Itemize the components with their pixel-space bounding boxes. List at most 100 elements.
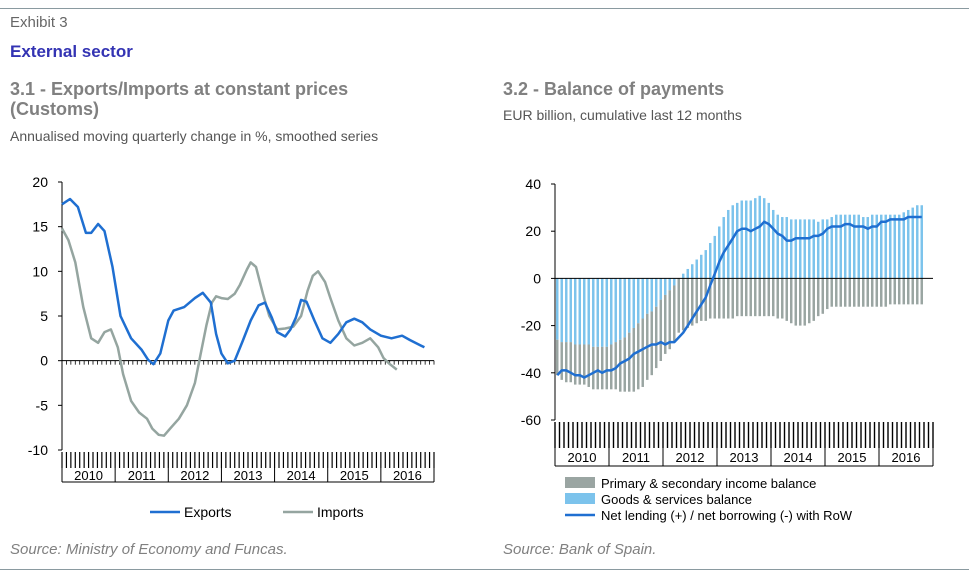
goods-bar bbox=[735, 202, 739, 279]
goods-bar bbox=[686, 268, 690, 279]
income-bar bbox=[605, 346, 609, 390]
goods-bar bbox=[911, 207, 914, 279]
income-bar bbox=[857, 278, 860, 307]
goods-bar bbox=[668, 278, 671, 291]
income-bar bbox=[870, 278, 874, 307]
year-label: 2016 bbox=[892, 450, 921, 465]
goods-bar bbox=[740, 200, 744, 279]
income-bar bbox=[803, 278, 806, 326]
income-bar bbox=[727, 278, 730, 319]
net-lending-line bbox=[556, 215, 922, 379]
y-tick-label: -20 bbox=[521, 318, 541, 334]
y-tick-label: 15 bbox=[32, 219, 48, 235]
income-bar bbox=[880, 278, 883, 307]
goods-bar bbox=[731, 205, 734, 279]
income-bar bbox=[920, 278, 923, 305]
right-chart-subtitle: EUR billion, cumulative last 12 months bbox=[503, 107, 742, 123]
income-bar bbox=[600, 346, 604, 390]
income-bar bbox=[718, 278, 721, 319]
legend-label-net: Net lending (+) / net borrowing (-) with… bbox=[601, 508, 853, 523]
income-bar bbox=[556, 339, 559, 376]
income-bar bbox=[731, 278, 734, 319]
year-label: 2015 bbox=[340, 468, 369, 483]
income-bar bbox=[826, 278, 829, 310]
goods-bar bbox=[920, 205, 923, 279]
income-bar bbox=[808, 278, 811, 324]
goods-bar bbox=[835, 214, 838, 279]
income-bar bbox=[843, 278, 847, 307]
income-bar bbox=[830, 278, 833, 307]
income-bar bbox=[875, 278, 879, 307]
income-bar bbox=[587, 344, 590, 387]
goods-bar bbox=[587, 278, 590, 345]
income-bar bbox=[681, 278, 685, 331]
income-bar bbox=[816, 278, 820, 317]
income-bar bbox=[767, 278, 771, 317]
income-bar bbox=[758, 278, 761, 317]
legend-swatch-goods bbox=[565, 493, 595, 504]
goods-bar bbox=[718, 226, 721, 279]
income-bar bbox=[583, 344, 586, 385]
income-bar bbox=[610, 344, 613, 390]
income-bar bbox=[560, 342, 563, 380]
year-label: 2014 bbox=[784, 450, 813, 465]
goods-bar bbox=[794, 219, 798, 279]
income-bar bbox=[916, 278, 919, 305]
income-bar bbox=[889, 278, 892, 305]
goods-bar bbox=[650, 278, 653, 312]
goods-bar bbox=[749, 200, 752, 279]
income-bar bbox=[911, 278, 914, 305]
income-bar bbox=[592, 346, 595, 390]
income-bar bbox=[789, 278, 793, 324]
goods-bar bbox=[573, 278, 577, 345]
goods-bar bbox=[767, 202, 771, 279]
income-bar bbox=[708, 278, 712, 319]
top-rule bbox=[0, 8, 969, 9]
income-bar bbox=[637, 323, 640, 390]
income-bar bbox=[893, 278, 896, 305]
goods-bar bbox=[799, 219, 802, 279]
goods-bar bbox=[565, 278, 568, 343]
goods-bar bbox=[776, 214, 779, 279]
goods-bar bbox=[722, 217, 725, 279]
goods-bar bbox=[605, 278, 609, 347]
y-tick-label: -60 bbox=[521, 412, 541, 428]
exhibit-title: External sector bbox=[10, 42, 133, 61]
year-label: 2015 bbox=[838, 450, 867, 465]
income-bar bbox=[686, 278, 690, 328]
income-bar bbox=[691, 278, 694, 326]
income-bar bbox=[866, 278, 869, 307]
goods-bar bbox=[610, 278, 613, 345]
income-bar bbox=[614, 342, 617, 390]
income-bar bbox=[700, 278, 703, 321]
income-bar bbox=[821, 278, 825, 314]
income-bar bbox=[569, 342, 572, 383]
left-chart-title-line1: 3.1 - Exports/Imports at constant prices bbox=[10, 79, 349, 99]
income-bar bbox=[902, 278, 906, 305]
goods-bar bbox=[870, 214, 874, 279]
goods-bar bbox=[889, 214, 892, 279]
goods-bar bbox=[713, 235, 717, 279]
income-bar bbox=[623, 337, 626, 392]
income-bar bbox=[654, 306, 658, 369]
goods-bar bbox=[789, 219, 793, 279]
legend-label-exports: Exports bbox=[184, 504, 231, 520]
y-tick-label: 10 bbox=[32, 263, 48, 279]
goods-bar bbox=[853, 214, 856, 279]
left-chart-title: 3.1 - Exports/Imports at constant prices… bbox=[10, 79, 348, 119]
goods-bar bbox=[700, 254, 703, 279]
income-bar bbox=[835, 278, 838, 307]
income-bar bbox=[884, 278, 887, 307]
goods-bar bbox=[619, 278, 622, 340]
goods-bar bbox=[826, 219, 829, 279]
goods-bar bbox=[902, 212, 906, 279]
series-line-imports bbox=[60, 227, 398, 437]
income-bar bbox=[776, 278, 779, 319]
income-bar bbox=[907, 278, 910, 305]
y-tick-label: 5 bbox=[40, 308, 48, 324]
goods-bar bbox=[578, 278, 582, 345]
goods-bar bbox=[646, 278, 649, 314]
income-bar bbox=[632, 327, 636, 392]
income-bar bbox=[754, 278, 757, 317]
goods-bar bbox=[681, 273, 685, 279]
